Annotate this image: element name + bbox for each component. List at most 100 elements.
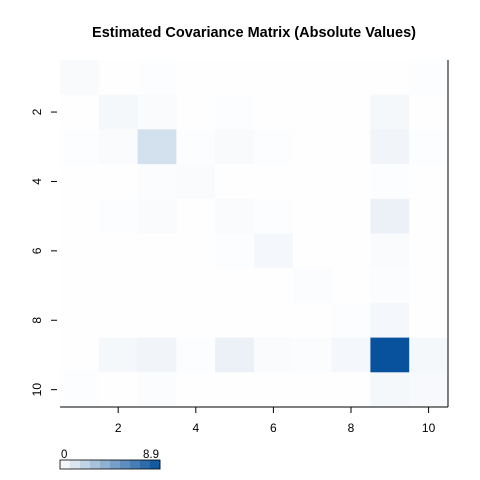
heatmap-cell bbox=[254, 129, 294, 165]
heatmap-cell bbox=[60, 302, 100, 338]
heatmap-cell bbox=[254, 94, 294, 130]
color-scale-max-label: 8.9 bbox=[143, 449, 159, 461]
axes: 2 4 6 8 10 2 4 6 8 10 bbox=[30, 60, 449, 435]
heatmap-cell bbox=[254, 372, 294, 408]
y-tick-label: 4 bbox=[30, 178, 44, 185]
heatmap-cell bbox=[60, 60, 100, 96]
heatmap-cell bbox=[292, 164, 332, 200]
color-scale-swatch bbox=[60, 460, 71, 469]
heatmap-cell bbox=[176, 233, 216, 269]
color-scale-swatch bbox=[140, 460, 151, 469]
heatmap-cell bbox=[370, 233, 410, 269]
y-tick-label: 10 bbox=[30, 383, 44, 397]
heatmap-cell bbox=[98, 60, 138, 96]
x-tick-label: 8 bbox=[348, 421, 355, 435]
heatmap-cell bbox=[176, 302, 216, 338]
heatmap-cell bbox=[409, 129, 449, 165]
heatmap-cell bbox=[331, 60, 371, 96]
heatmap-cell bbox=[409, 302, 449, 338]
heatmap-cell bbox=[331, 129, 371, 165]
heatmap-cell bbox=[370, 129, 410, 165]
y-tick-label: 2 bbox=[30, 108, 44, 115]
color-scale-border bbox=[59, 459, 161, 470]
heatmap-cell bbox=[292, 94, 332, 130]
x-tick-label: 4 bbox=[192, 421, 199, 435]
heatmap-cell bbox=[254, 164, 294, 200]
heatmap-cell bbox=[370, 198, 410, 234]
color-scale-swatch bbox=[100, 460, 111, 469]
heatmap-cell bbox=[370, 268, 410, 304]
heatmap-cell bbox=[409, 337, 449, 373]
heatmap-cell bbox=[98, 129, 138, 165]
heatmap-cell bbox=[370, 337, 410, 373]
heatmap-cell bbox=[60, 164, 100, 200]
heatmap-cell bbox=[98, 233, 138, 269]
heatmap-cell bbox=[98, 302, 138, 338]
heatmap-cell bbox=[292, 268, 332, 304]
y-tick-label: 6 bbox=[30, 247, 44, 254]
heatmap-cell bbox=[254, 233, 294, 269]
heatmap-cell bbox=[370, 372, 410, 408]
color-scale-min-label: 0 bbox=[61, 449, 67, 461]
heatmap-cell bbox=[331, 164, 371, 200]
heatmap-cell bbox=[292, 233, 332, 269]
heatmap-cell bbox=[60, 94, 100, 130]
heatmap-cell bbox=[215, 233, 255, 269]
heatmap-cell bbox=[176, 268, 216, 304]
heatmap-cell bbox=[292, 302, 332, 338]
heatmap-cell bbox=[292, 60, 332, 96]
heatmap-cell bbox=[60, 233, 100, 269]
color-scale-swatch bbox=[110, 460, 121, 469]
heatmap-cell bbox=[331, 302, 371, 338]
heatmap-cell bbox=[60, 268, 100, 304]
color-scale-swatch bbox=[120, 460, 131, 469]
heatmap-cell bbox=[60, 337, 100, 373]
heatmap-cell bbox=[331, 372, 371, 408]
heatmap-cell bbox=[254, 337, 294, 373]
heatmap-cell bbox=[215, 129, 255, 165]
heatmap-cell bbox=[98, 198, 138, 234]
heatmap-cell bbox=[215, 164, 255, 200]
heatmap-cell bbox=[370, 164, 410, 200]
color-scale-swatch bbox=[150, 460, 161, 469]
heatmap-cell bbox=[176, 372, 216, 408]
heatmap-cell bbox=[98, 268, 138, 304]
heatmap-cell bbox=[137, 94, 177, 130]
heatmap-cell bbox=[292, 198, 332, 234]
heatmap-cell bbox=[137, 129, 177, 165]
color-scale-swatch bbox=[70, 460, 81, 469]
heatmap-cell bbox=[137, 233, 177, 269]
color-scale-swatch bbox=[80, 460, 91, 469]
heatmap-cell bbox=[292, 337, 332, 373]
heatmap-cell bbox=[98, 164, 138, 200]
heatmap-cell bbox=[254, 198, 294, 234]
heatmap-cell bbox=[409, 198, 449, 234]
heatmap-cell bbox=[331, 337, 371, 373]
heatmap-cell bbox=[60, 372, 100, 408]
heatmap-cell bbox=[331, 268, 371, 304]
heatmap-cell bbox=[137, 372, 177, 408]
heatmap-cell bbox=[60, 198, 100, 234]
color-scale-legend: 0 8.9 bbox=[59, 449, 161, 470]
heatmap-cell bbox=[98, 337, 138, 373]
x-tick-label: 10 bbox=[422, 421, 436, 435]
y-tick-label: 8 bbox=[30, 317, 44, 324]
heatmap-cell bbox=[409, 94, 449, 130]
heatmap-cell bbox=[292, 372, 332, 408]
heatmap-cell bbox=[215, 302, 255, 338]
heatmap-cell bbox=[409, 60, 449, 96]
heatmap-cell bbox=[370, 302, 410, 338]
heatmap-cell bbox=[331, 233, 371, 269]
heatmap-cell bbox=[409, 268, 449, 304]
heatmap-cell bbox=[176, 60, 216, 96]
heatmap-cell bbox=[370, 60, 410, 96]
heatmap-cell bbox=[137, 164, 177, 200]
heatmap-cell bbox=[137, 302, 177, 338]
heatmap-cell bbox=[137, 60, 177, 96]
heatmap-cell bbox=[254, 268, 294, 304]
color-scale-swatch bbox=[130, 460, 141, 469]
heatmap-cell bbox=[176, 94, 216, 130]
heatmap-cell bbox=[215, 94, 255, 130]
heatmap-cell bbox=[409, 372, 449, 408]
heatmap-cell bbox=[176, 337, 216, 373]
